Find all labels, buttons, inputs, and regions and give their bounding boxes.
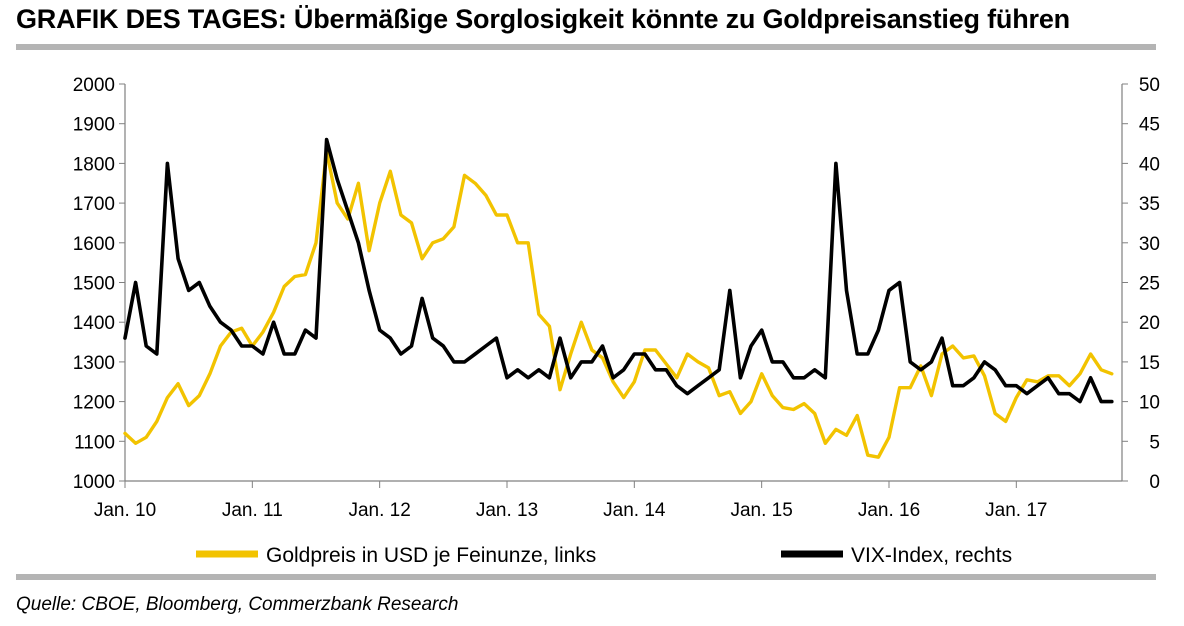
left-tick-label: 1800 — [73, 154, 115, 175]
right-tick-label: 30 — [1139, 234, 1160, 255]
left-tick-label: 1200 — [73, 393, 115, 414]
left-tick-label: 1400 — [73, 313, 115, 334]
left-tick-label: 1300 — [73, 353, 115, 374]
x-tick-label: Jan. 15 — [730, 500, 792, 521]
right-tick-label: 50 — [1139, 75, 1160, 96]
x-tick-label: Jan. 12 — [348, 500, 410, 521]
left-tick-label: 1700 — [73, 194, 115, 215]
x-tick-label: Jan. 17 — [985, 500, 1047, 521]
chart-title: GRAFIK DES TAGES: Übermäßige Sorglosigke… — [16, 4, 1070, 34]
right-tick-label: 15 — [1139, 353, 1160, 374]
left-tick-label: 2000 — [73, 75, 115, 96]
top-divider — [16, 44, 1156, 50]
legend-label-gold: Goldpreis in USD je Feinunze, links — [266, 544, 596, 567]
x-axis-group: Jan. 10 Jan. 11 Jan. 12 Jan. 13 Jan. 14 Jan. … — [94, 480, 1122, 521]
gold-price-line — [123, 149, 1114, 459]
right-tick-label: 45 — [1139, 115, 1160, 136]
dual-axis-line-chart: 2000 1900 1800 1700 1600 1500 1400 1300 1200 1100… — [73, 75, 1160, 567]
legend: Goldpreis in USD je Feinunze, links VIX-I… — [196, 544, 1012, 567]
plot-area — [123, 137, 1114, 459]
right-tick-label: 10 — [1139, 393, 1160, 414]
right-tick-label: 0 — [1149, 472, 1160, 493]
left-tick-label: 1600 — [73, 234, 115, 255]
source-note: Quelle: CBOE, Bloomberg, Commerzbank Res… — [16, 594, 459, 615]
x-tick-label: Jan. 14 — [603, 500, 666, 521]
right-tick-label: 40 — [1139, 154, 1160, 175]
left-tick-label: 1500 — [73, 274, 115, 295]
right-tick-label: 5 — [1149, 432, 1160, 453]
left-axis-group: 2000 1900 1800 1700 1600 1500 1400 1300 1200 1100… — [73, 75, 126, 493]
left-tick-label: 1000 — [73, 472, 115, 493]
x-tick-label: Jan. 11 — [222, 500, 283, 521]
bottom-divider — [16, 574, 1156, 580]
right-tick-label: 20 — [1139, 313, 1160, 334]
left-tick-label: 1100 — [74, 432, 115, 453]
vix-index-line — [123, 137, 1114, 404]
x-tick-label: Jan. 13 — [476, 500, 538, 521]
legend-label-vix: VIX-Index, rechts — [851, 544, 1012, 567]
right-tick-label: 35 — [1139, 194, 1160, 215]
right-tick-label: 25 — [1139, 274, 1160, 295]
x-tick-label: Jan. 16 — [858, 500, 920, 521]
x-tick-label: Jan. 10 — [94, 500, 156, 521]
left-tick-label: 1900 — [73, 115, 115, 136]
